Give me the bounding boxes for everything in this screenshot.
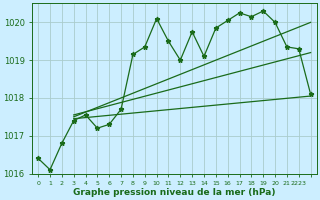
X-axis label: Graphe pression niveau de la mer (hPa): Graphe pression niveau de la mer (hPa) [73, 188, 276, 197]
